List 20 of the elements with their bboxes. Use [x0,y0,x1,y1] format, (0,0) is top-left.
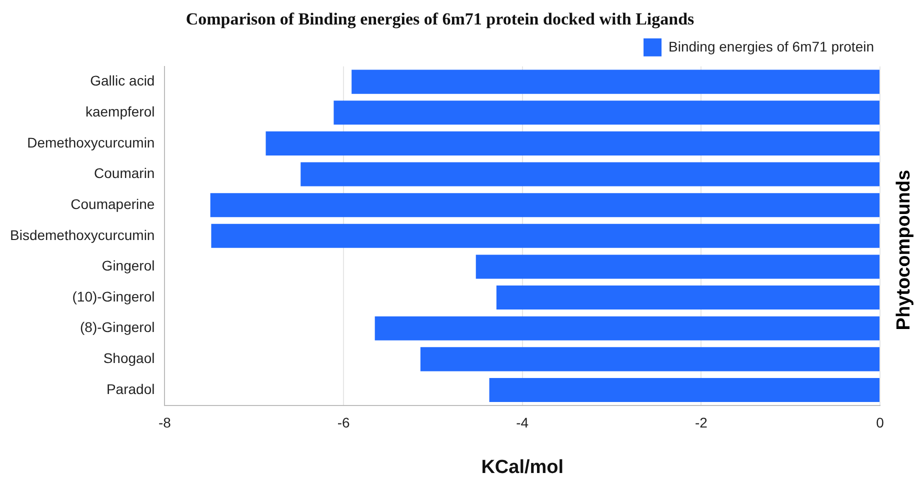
y-tick-label: Bisdemethoxycurcumin [10,226,155,243]
x-tick-label: -4 [516,414,529,431]
y-tick-label: Coumarin [94,165,155,182]
x-axis-title: KCal/mol [481,456,564,478]
x-tick-label: -2 [694,414,708,431]
x-tick-label: 0 [876,414,884,431]
x-tick-label: -6 [337,414,350,431]
y-tick-label: Shogaol [103,350,155,366]
x-tick-label: -8 [158,414,172,431]
y-tick-label: Gingerol [102,258,155,274]
legend-label: Binding energies of 6m71 protein [668,38,874,54]
y-tick-label: (8)-Gingerol [80,319,155,336]
chart-title: Comparison of Binding energies of 6m71 protein docked with Ligands [186,10,695,29]
y-tick-label: (10)-Gingerol [72,288,155,304]
y-tick-label: Paradol [106,380,155,397]
y-axis-title: Phytocompounds [893,170,915,330]
y-tick-label: kaempferol [85,103,155,120]
y-tick-label: Gallic acid [90,72,155,89]
y-tick-label: Coumaperine [70,196,155,212]
y-tick-label: Demethoxycurcumin [27,134,155,150]
